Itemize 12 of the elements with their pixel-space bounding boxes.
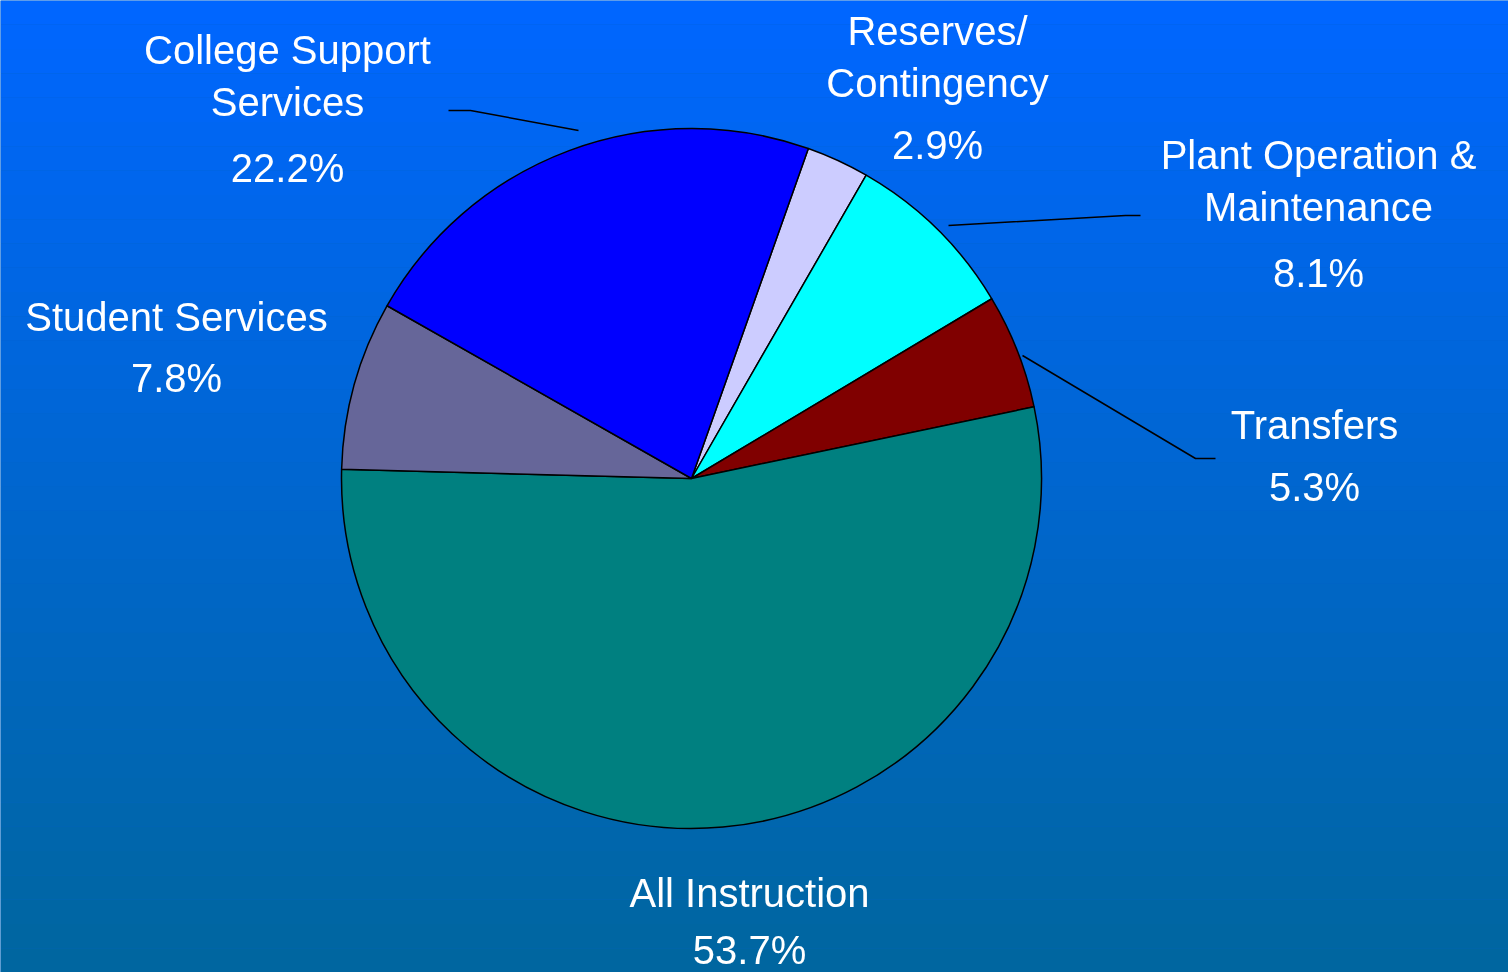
data-label: 2.9% — [891, 122, 984, 167]
data-label: 22.2% — [230, 145, 345, 190]
slice-label: College Support Services — [144, 27, 431, 125]
data-label: 5.3% — [1268, 464, 1361, 509]
slice-label: Transfers — [1230, 402, 1399, 447]
data-label: 53.7% — [692, 927, 807, 972]
data-label: 7.8% — [130, 355, 223, 400]
slice-label: Plant Operation & Maintenance — [1160, 132, 1477, 230]
data-label: 8.1% — [1272, 250, 1365, 295]
slice-label: All Instruction — [629, 870, 870, 915]
slice-label: Student Services — [25, 294, 328, 339]
slice-label: Reserves/ Contingency — [826, 8, 1049, 106]
